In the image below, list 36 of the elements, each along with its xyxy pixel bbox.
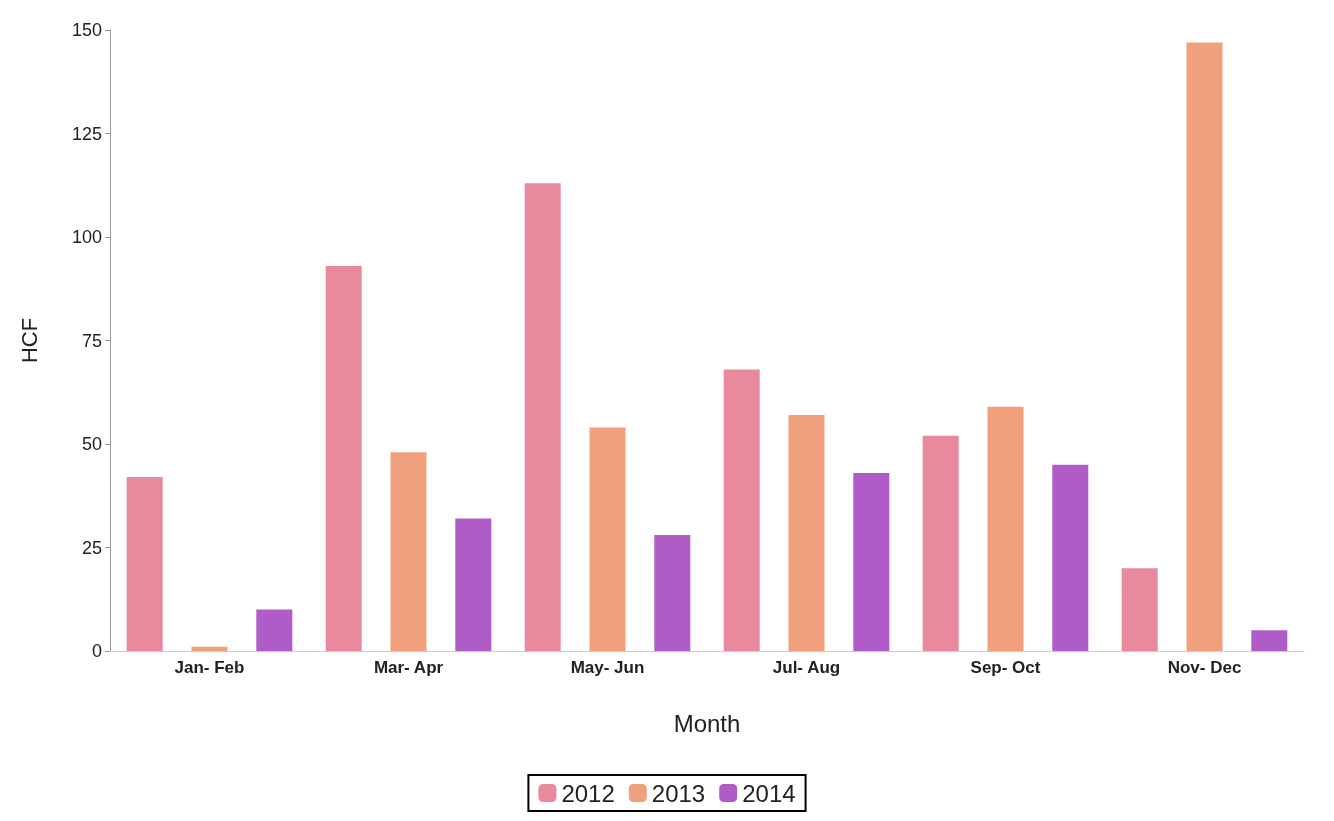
x-tick-label: Mar- Apr <box>373 658 444 677</box>
bar <box>788 415 825 651</box>
y-tick-label: 150 <box>71 20 102 40</box>
x-tick-label: Nov- Dec <box>1167 658 1242 677</box>
x-tick-label: May- Jun <box>570 658 645 677</box>
legend-label: 2013 <box>651 779 706 807</box>
legend-label: 2014 <box>742 779 796 807</box>
y-tick-label: 125 <box>71 123 102 144</box>
y-axis-title: HCF <box>16 317 42 364</box>
bar <box>1251 630 1288 651</box>
x-tick-label: Jul- Aug <box>772 658 841 677</box>
bar <box>987 406 1024 651</box>
bar <box>1186 42 1223 651</box>
bar <box>126 477 163 651</box>
bar <box>390 452 427 651</box>
bar <box>325 265 362 651</box>
y-tick-label: 50 <box>81 434 102 454</box>
y-tick-label: 0 <box>91 641 102 661</box>
bar <box>723 369 760 651</box>
bar <box>455 518 492 651</box>
x-axis-title: Month <box>673 709 741 737</box>
bar <box>654 535 691 651</box>
bar <box>853 472 890 651</box>
legend-label: 2012 <box>561 779 615 807</box>
bar <box>589 427 626 651</box>
bar <box>1052 464 1089 651</box>
bar <box>922 435 959 651</box>
x-tick-label: Sep- Oct <box>970 658 1041 677</box>
bar <box>191 646 228 651</box>
bar <box>256 609 293 651</box>
y-tick-label: 100 <box>71 227 102 247</box>
bar <box>1121 568 1158 651</box>
bar <box>524 183 561 651</box>
x-tick-label: Jan- Feb <box>174 658 245 677</box>
y-tick-label: 25 <box>81 537 102 558</box>
y-tick-label: 75 <box>81 330 102 351</box>
